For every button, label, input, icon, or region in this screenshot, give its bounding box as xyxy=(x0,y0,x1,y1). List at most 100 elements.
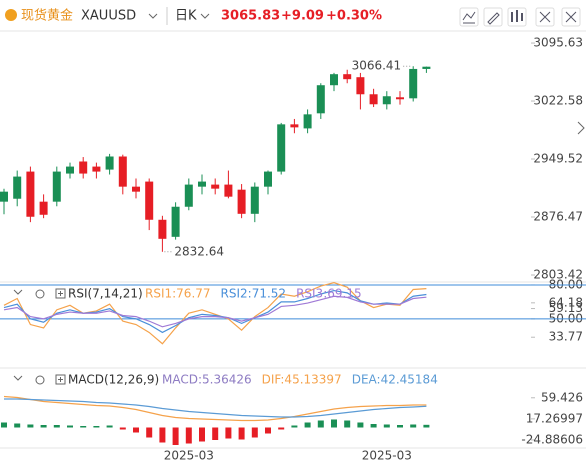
candle-body xyxy=(158,219,167,239)
legend-entry: RSI3:69.15 xyxy=(296,287,362,301)
dropdown-arrow xyxy=(148,13,158,19)
candle-body xyxy=(26,171,35,217)
candle-body xyxy=(303,114,312,129)
macd-bar xyxy=(304,422,311,428)
candle-body xyxy=(396,97,404,100)
y-tick-label: 17.26997 xyxy=(526,411,583,425)
candle-body xyxy=(39,201,48,215)
candle-body xyxy=(369,94,378,105)
macd-bar xyxy=(265,427,271,434)
macd-bar xyxy=(278,427,285,430)
y-tick-label: 3095.63 xyxy=(533,36,583,50)
expand-arrow[interactable] xyxy=(577,121,585,135)
series-line xyxy=(3,295,427,328)
low-annotation: 2832.64 xyxy=(174,244,224,258)
candle-body xyxy=(316,85,325,114)
price: 3065.83 xyxy=(221,9,280,24)
period[interactable]: 日K xyxy=(175,9,197,24)
macd-bar xyxy=(291,425,298,428)
y-tick-label: 2876.47 xyxy=(533,210,583,224)
macd-bar xyxy=(119,427,126,430)
macd-bar xyxy=(53,425,60,428)
candle-body xyxy=(382,96,391,105)
macd-bar xyxy=(225,427,232,439)
rsi-icons xyxy=(13,288,66,385)
candle-body xyxy=(171,206,180,237)
y-tick-label: 59.13 xyxy=(549,301,583,315)
macd-bar xyxy=(357,422,364,428)
symbol[interactable]: XAUUSD xyxy=(81,9,136,24)
candle-body xyxy=(198,181,206,187)
series-line xyxy=(3,395,427,422)
candle-body xyxy=(52,171,61,202)
change-pct: +0.30% xyxy=(326,9,382,24)
rsi-title: RSI(7,14,21) xyxy=(68,287,143,301)
macd-bar xyxy=(133,427,139,433)
macd-bar xyxy=(397,425,403,428)
candle-body xyxy=(79,161,88,174)
series-line xyxy=(3,289,427,334)
macd-bar xyxy=(410,424,417,428)
candle-body xyxy=(105,156,114,170)
tool-fullscreen[interactable] xyxy=(535,7,555,27)
macd-bar xyxy=(40,425,47,428)
macd-bar xyxy=(27,424,34,428)
legend-entry: DIF:45.13397 xyxy=(262,373,342,387)
macd-bar xyxy=(106,425,113,428)
candle-body xyxy=(211,184,220,189)
macd-bar xyxy=(80,426,87,428)
candle-body xyxy=(92,166,101,172)
macd-bar xyxy=(159,427,166,443)
candle-body xyxy=(277,124,286,172)
macd-bar xyxy=(370,424,377,428)
candle-body xyxy=(184,184,193,207)
candle-body xyxy=(409,68,418,99)
x-tick-label: 2025-03 xyxy=(362,449,412,463)
candle-body xyxy=(118,156,127,187)
y-tick-label: 33.77 xyxy=(549,330,583,344)
macd-bar xyxy=(344,420,351,428)
change: +9.09 xyxy=(281,9,324,24)
candle-body xyxy=(343,74,352,80)
macd-bar xyxy=(93,426,100,428)
candle-body xyxy=(250,186,259,214)
macd-bar xyxy=(146,427,153,438)
legend-entry: DEA:42.45184 xyxy=(352,373,438,387)
candle-body xyxy=(145,181,154,220)
candle-body xyxy=(0,191,8,202)
macd-bar xyxy=(251,427,258,438)
y-tick-label: 59.426 xyxy=(541,390,583,404)
macd-bar xyxy=(14,423,21,428)
macd-bar xyxy=(172,427,179,445)
candle-body xyxy=(237,189,246,214)
legend-entry: RSI2:71.52 xyxy=(221,287,287,301)
tool-style[interactable] xyxy=(507,7,527,27)
high-annotation: 3066.41 xyxy=(352,59,402,73)
tool-close[interactable] xyxy=(561,7,581,27)
candle-body xyxy=(264,171,272,187)
legend-entry: MACD:5.36426 xyxy=(162,373,252,387)
x-tick-label: 2025-03 xyxy=(164,449,214,463)
candle-body xyxy=(13,176,22,199)
macd-bar xyxy=(331,419,337,428)
macd-title: MACD(12,26,9) xyxy=(68,373,159,387)
gold-icon xyxy=(5,9,17,21)
y-tick-label: -24.88606 xyxy=(521,432,583,446)
macd-bar xyxy=(423,424,430,428)
macd-bar xyxy=(383,424,390,428)
y-tick-label: 3022.58 xyxy=(533,94,583,108)
y-tick-label: 64.18 xyxy=(549,295,583,309)
asset-name: 现货黄金 xyxy=(21,8,73,24)
candle-body xyxy=(290,124,299,128)
macd-bar xyxy=(212,427,219,440)
candle-body xyxy=(66,166,74,174)
candle-body xyxy=(132,186,140,192)
series-line xyxy=(3,282,427,345)
candle-body xyxy=(422,66,431,69)
candle-body xyxy=(356,77,365,95)
tool-indicator[interactable] xyxy=(459,7,479,27)
macd-bar xyxy=(199,427,205,442)
tool-draw[interactable] xyxy=(483,7,503,27)
